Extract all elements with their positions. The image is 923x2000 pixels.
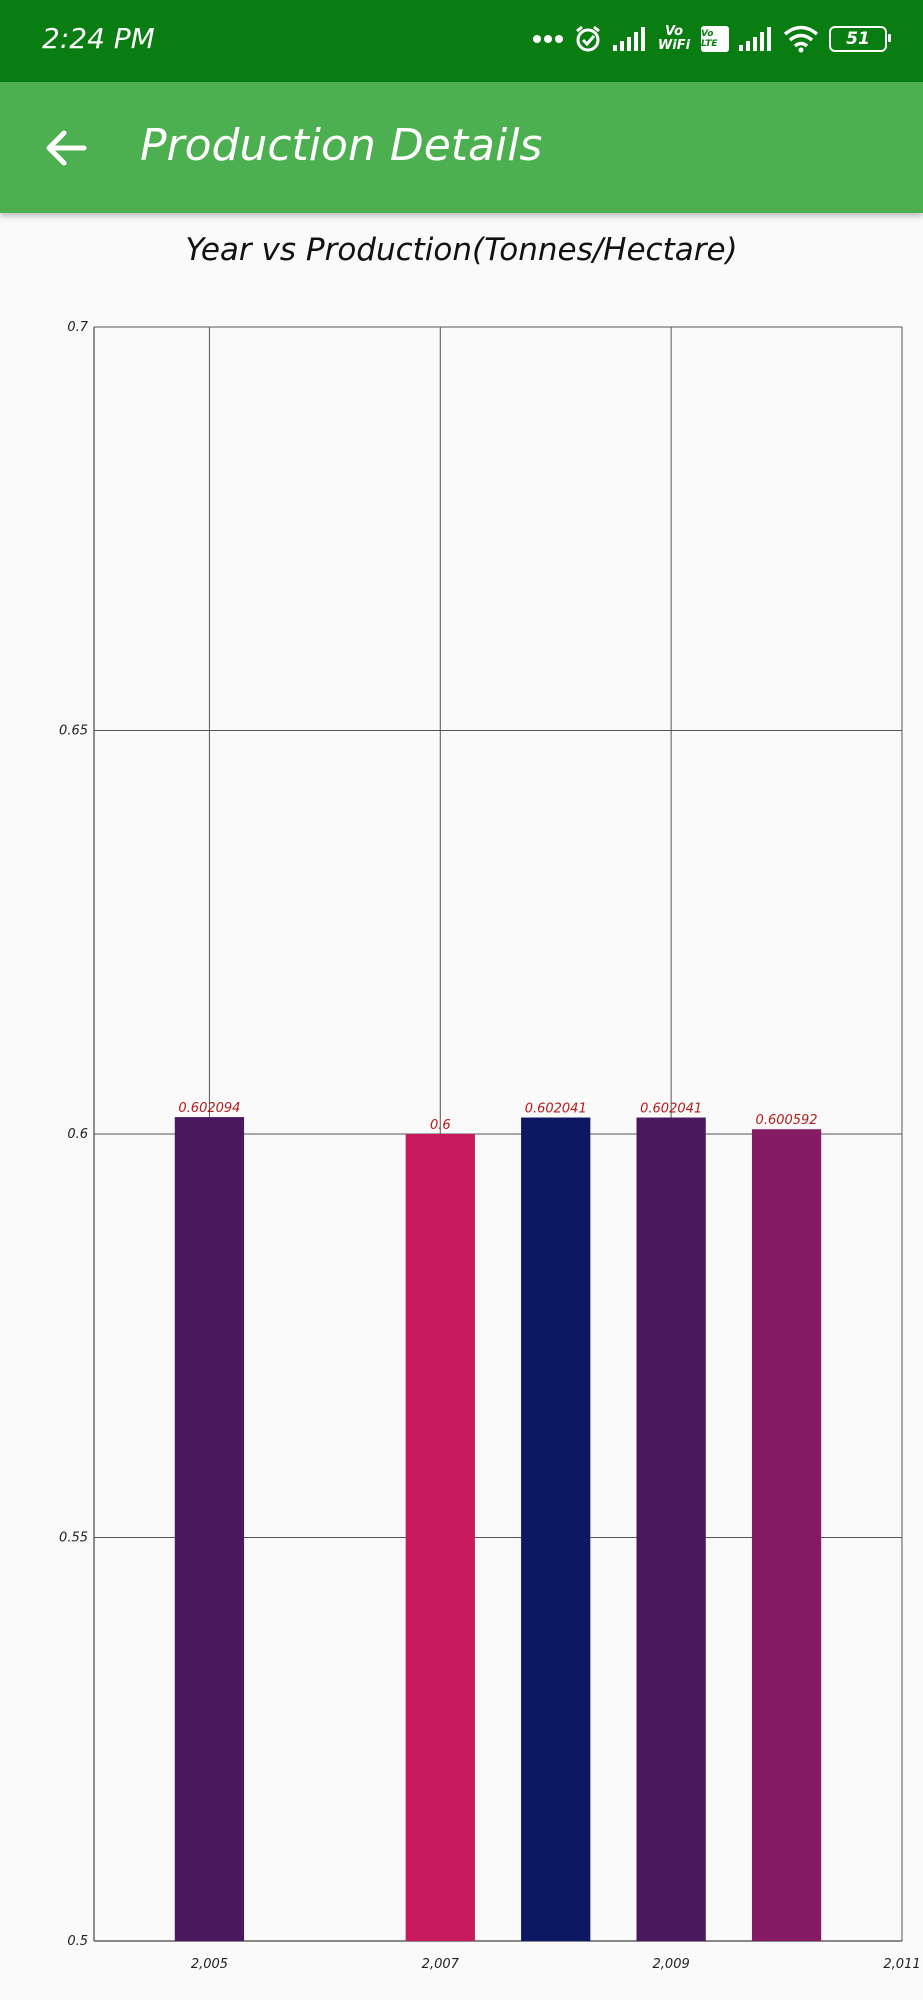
alarm-icon (573, 24, 603, 54)
x-tick-label: 2,011 (883, 1957, 920, 1972)
y-tick-label: 0.55 (59, 1531, 88, 1546)
bar-chart: 0.5 0.55 0.6 0.65 0.7 2,005 2,007 2,009 2,011 0.6… (59, 320, 921, 1972)
back-button[interactable] (36, 120, 96, 176)
y-tick-label: 0.6 (67, 1127, 88, 1142)
y-tick-label: 0.5 (67, 1934, 88, 1949)
app-bar: Production Details (0, 82, 923, 213)
bar-value-label: 0.6 (430, 1118, 451, 1133)
status-time: 2:24 PM (42, 22, 155, 55)
y-tick-label: 0.65 (59, 724, 88, 739)
bar-value-label: 0.602041 (525, 1102, 587, 1117)
vowifi-icon: Vo WiFi (657, 24, 691, 53)
status-bar: 2:24 PM Vo WiFi Vo LTE 51 (0, 0, 923, 82)
bar-value-label: 0.602041 (640, 1102, 702, 1117)
bar (521, 1117, 591, 1941)
x-tick-label: 2,009 (653, 1957, 690, 1972)
page-title: Production Details (140, 120, 543, 171)
bar (405, 1134, 475, 1941)
more-dots-icon (533, 34, 563, 44)
signal-icon (739, 27, 773, 51)
signal-icon (613, 27, 647, 51)
y-tick-label: 0.7 (67, 320, 88, 335)
x-tick-label: 2,005 (191, 1957, 228, 1972)
bar-value-label: 0.600592 (756, 1113, 818, 1128)
chart-title: Year vs Production(Tonnes/Hectare) (185, 232, 738, 268)
battery-icon: 51 (829, 26, 891, 52)
status-icons: Vo WiFi Vo LTE 51 (533, 24, 891, 54)
volte-icon: Vo LTE (701, 26, 729, 52)
wifi-icon (783, 25, 819, 53)
x-tick-label: 2,007 (422, 1957, 460, 1972)
bar (636, 1117, 706, 1941)
bar (751, 1129, 822, 1941)
arrow-left-icon (46, 130, 87, 166)
bar-value-label: 0.602094 (178, 1101, 240, 1116)
bar (174, 1117, 245, 1941)
